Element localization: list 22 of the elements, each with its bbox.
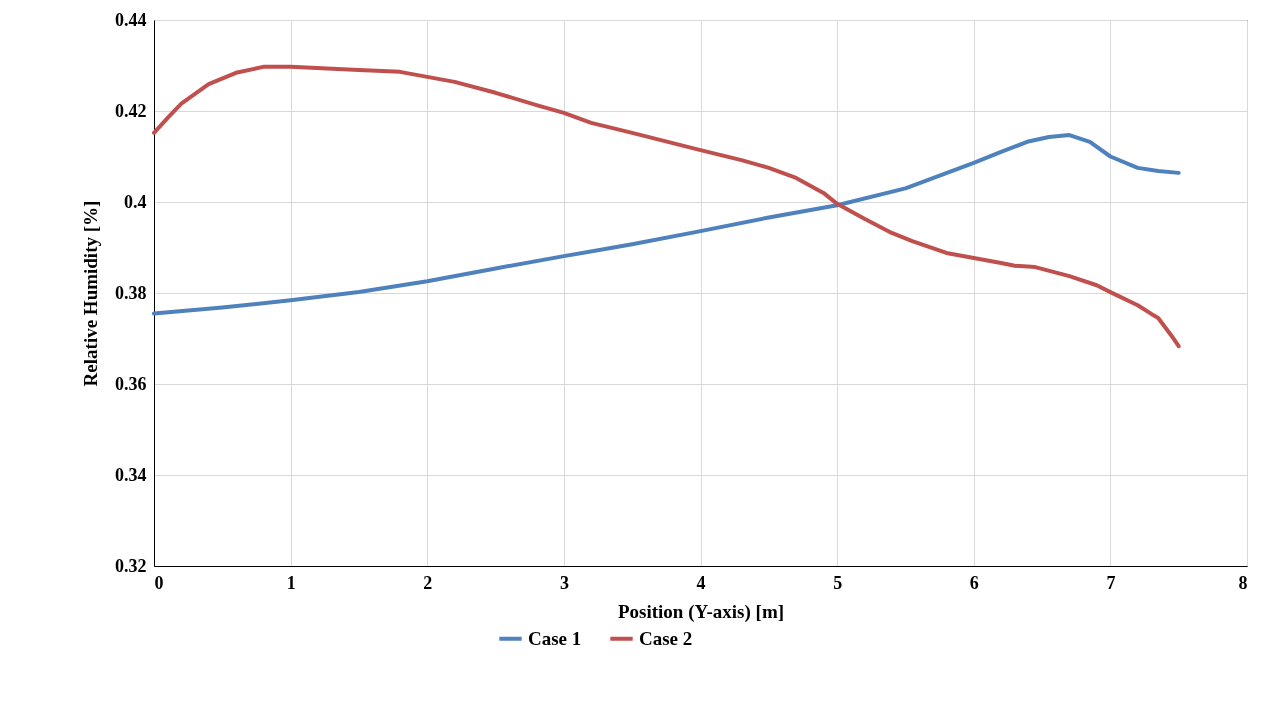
x-tick-label: 8 (1238, 572, 1248, 593)
line-series (152, 64, 1181, 349)
x-tick-label: 0 (154, 572, 164, 593)
y-tick-label: 0.34 (115, 464, 147, 485)
x-tick-label: 2 (423, 572, 433, 593)
legend-label: Case 1 (528, 627, 582, 649)
x-tick-label: 5 (833, 572, 843, 593)
x-tick-label: 7 (1106, 572, 1116, 593)
y-tick-label: 0.36 (115, 373, 147, 394)
x-tick-label: 6 (969, 572, 979, 593)
y-tick-label: 0.4 (124, 191, 147, 212)
y-tick-label: 0.42 (115, 100, 147, 121)
x-tick-label: 1 (286, 572, 296, 593)
legend-label: Case 2 (639, 627, 693, 649)
y-tick-label: 0.38 (115, 282, 147, 303)
y-tick-label: 0.32 (115, 555, 147, 576)
y-tick-label: 0.44 (115, 9, 147, 30)
x-tick-label: 3 (559, 572, 569, 593)
x-axis-title: Position (Y-axis) [m] (617, 600, 785, 623)
y-axis-title: Relative Humidity [%] (80, 200, 101, 387)
line-series (152, 133, 1181, 316)
x-tick-label: 4 (696, 572, 706, 593)
